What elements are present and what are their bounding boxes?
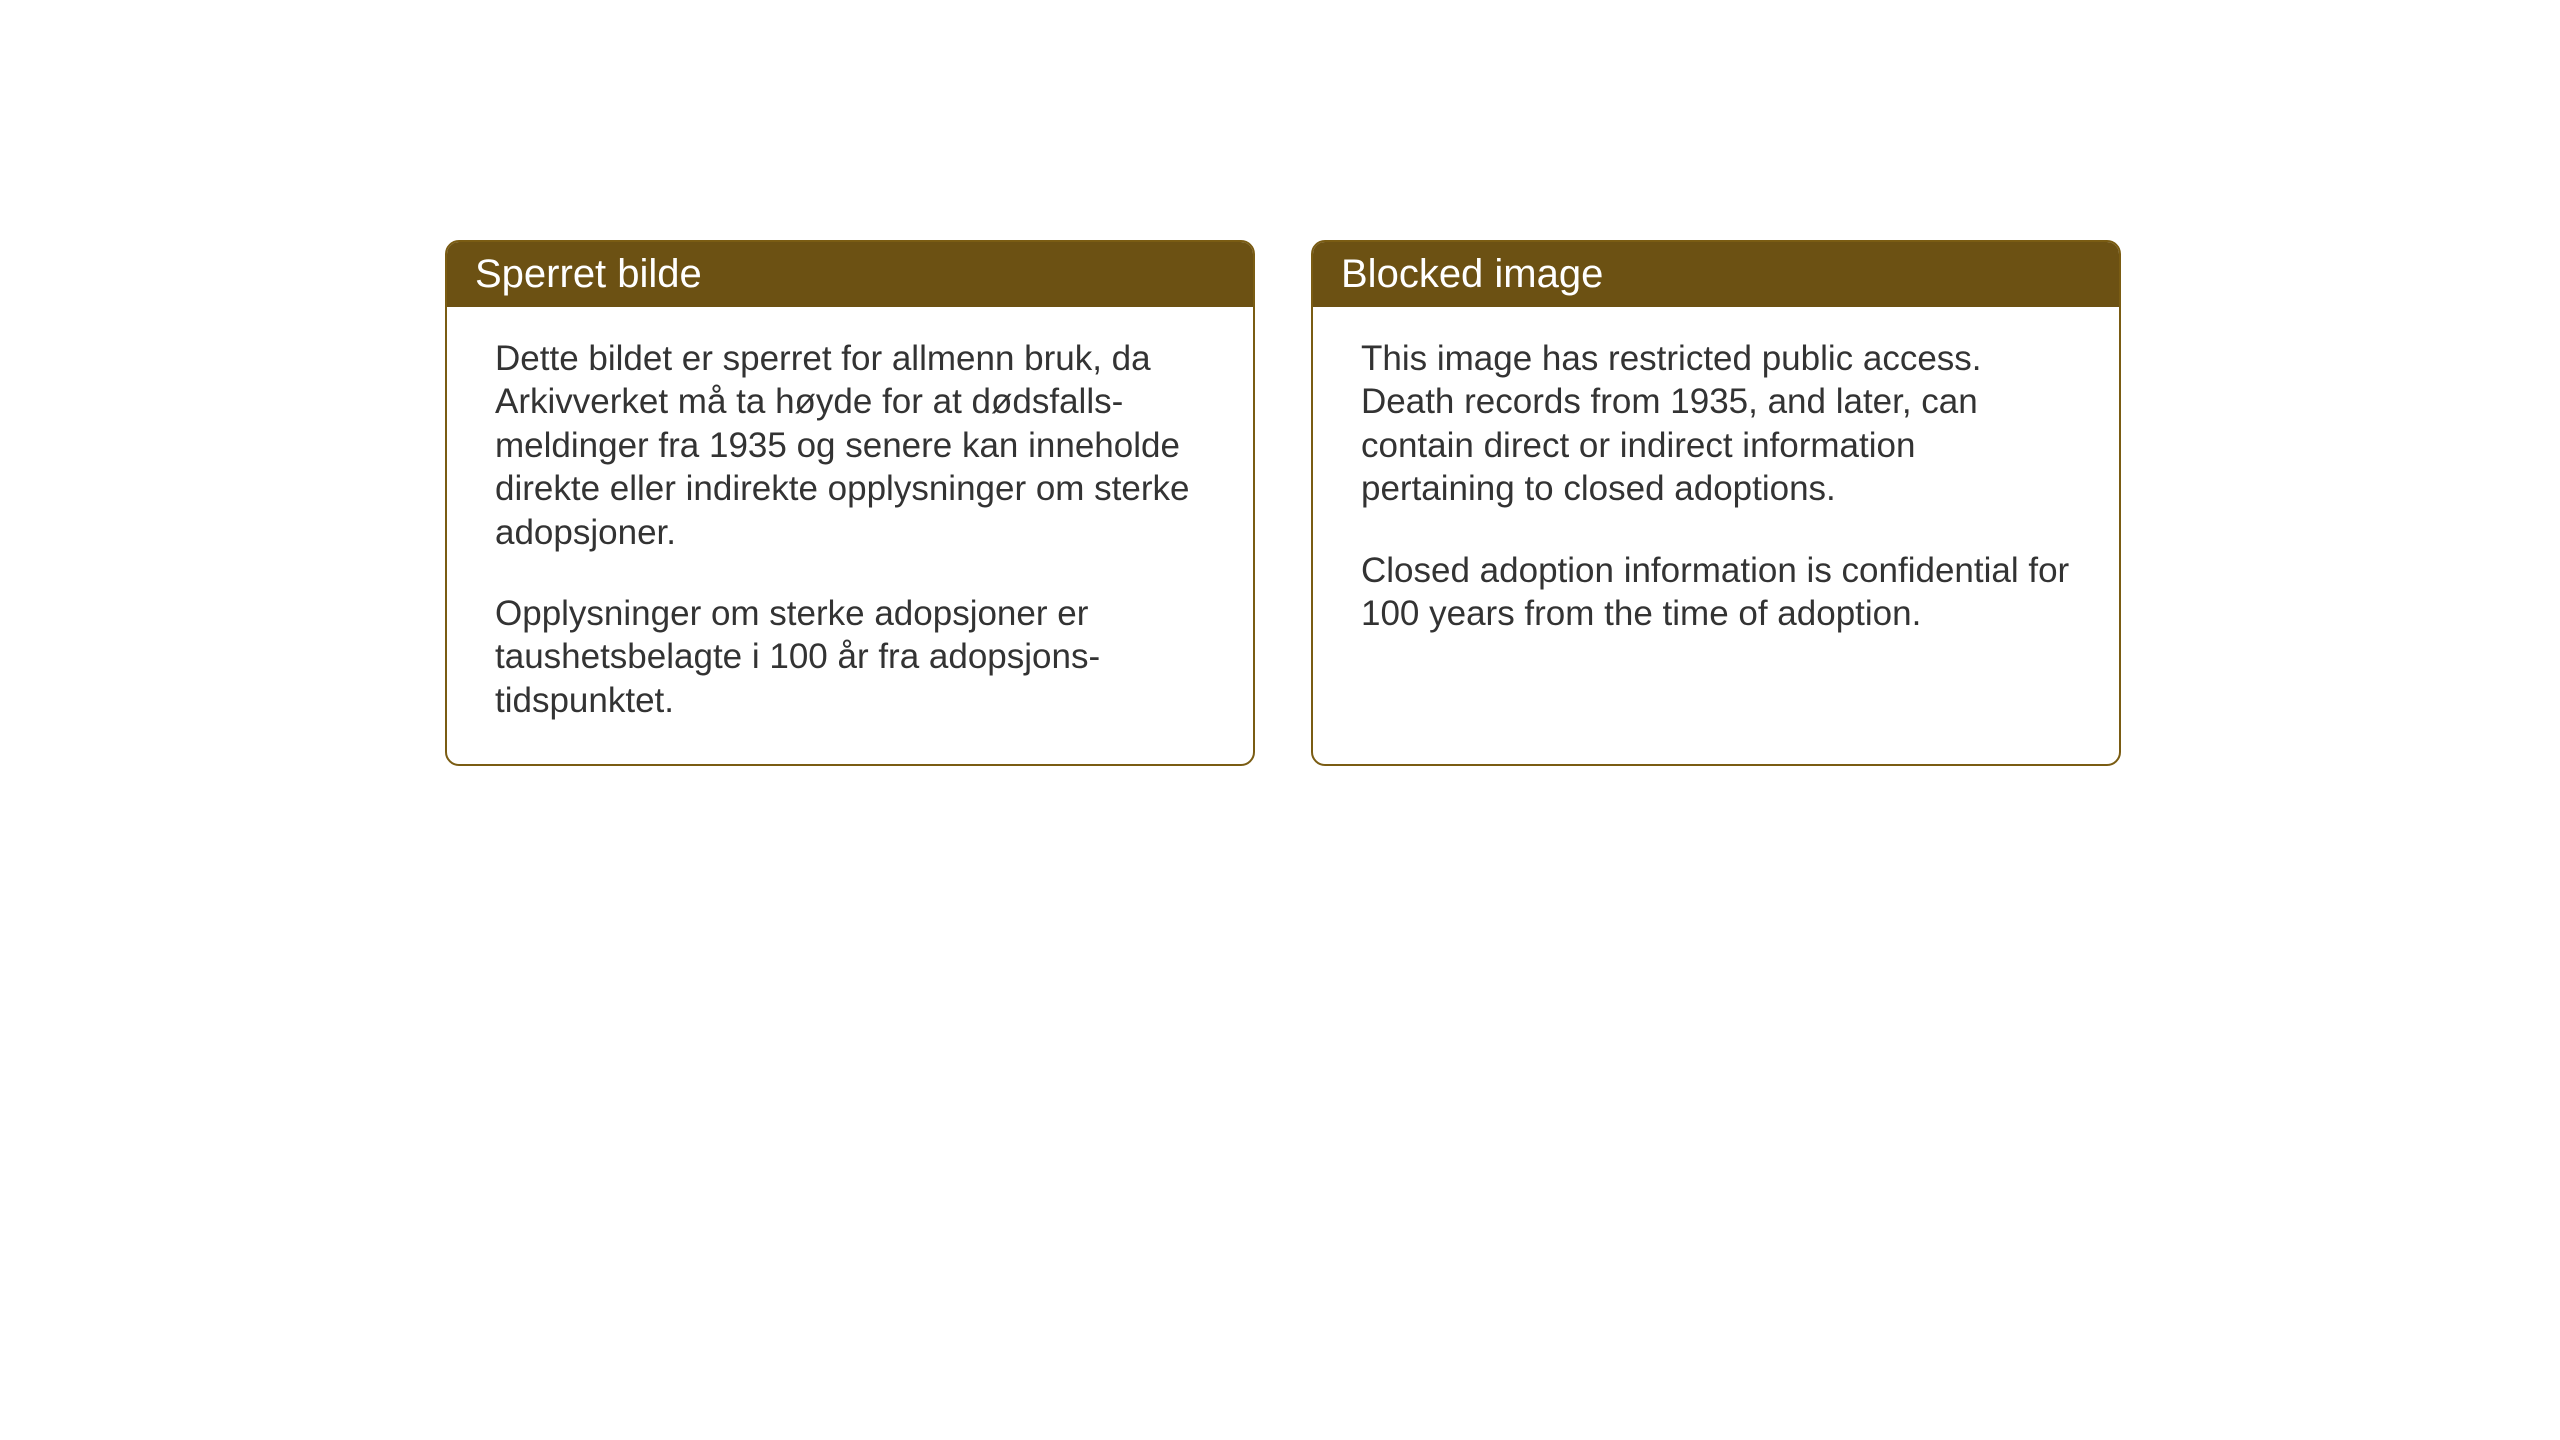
card-paragraph-1-english: This image has restricted public access.… <box>1361 337 2071 511</box>
card-title-english: Blocked image <box>1341 252 2091 297</box>
card-paragraph-1-norwegian: Dette bildet er sperret for allmenn bruk… <box>495 337 1205 554</box>
card-english: Blocked image This image has restricted … <box>1311 240 2121 766</box>
card-paragraph-2-english: Closed adoption information is confident… <box>1361 549 2071 636</box>
card-title-norwegian: Sperret bilde <box>475 252 1225 297</box>
card-body-english: This image has restricted public access.… <box>1313 307 2119 677</box>
card-norwegian: Sperret bilde Dette bildet er sperret fo… <box>445 240 1255 766</box>
card-body-norwegian: Dette bildet er sperret for allmenn bruk… <box>447 307 1253 764</box>
cards-container: Sperret bilde Dette bildet er sperret fo… <box>445 240 2121 766</box>
card-header-norwegian: Sperret bilde <box>447 242 1253 307</box>
card-paragraph-2-norwegian: Opplysninger om sterke adopsjoner er tau… <box>495 592 1205 722</box>
card-header-english: Blocked image <box>1313 242 2119 307</box>
